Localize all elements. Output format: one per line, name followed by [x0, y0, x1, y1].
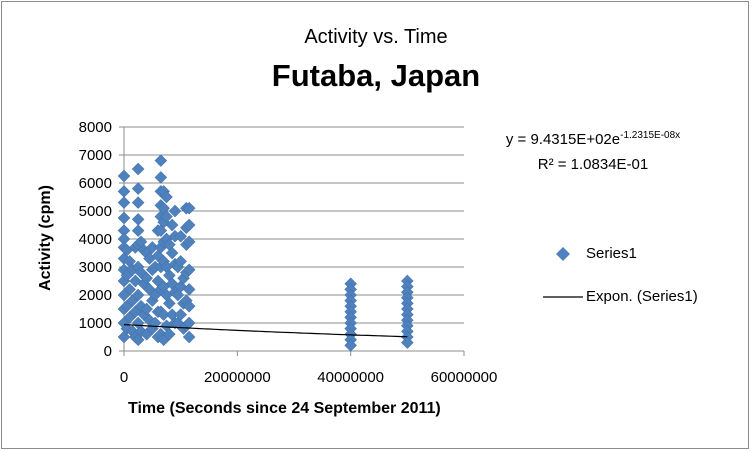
x-axis-label: Time (Seconds since 24 September 2011) — [128, 400, 441, 417]
x-tick-label: 60000000 — [431, 369, 498, 386]
data-point — [160, 190, 173, 204]
equation-base: y = 9.4315E+02e — [505, 131, 621, 148]
y-tick-label: 3000 — [79, 259, 112, 276]
data-point — [117, 211, 131, 225]
data-point — [400, 336, 414, 349]
y-tick-label: 4000 — [79, 231, 112, 248]
data-point — [182, 316, 196, 330]
data-point — [131, 162, 145, 176]
data-point — [160, 210, 173, 223]
data-point — [182, 218, 196, 232]
data-point — [117, 185, 131, 198]
y-tick-label: 6000 — [79, 175, 112, 192]
data-point — [123, 283, 137, 296]
data-point — [182, 330, 196, 344]
x-tick-label: 20000000 — [204, 369, 271, 386]
data-point — [174, 229, 188, 243]
data-point — [182, 299, 196, 313]
legend-trendline-label: Expon. (Series1) — [586, 288, 698, 305]
y-tick-label: 5000 — [79, 203, 112, 220]
data-point — [140, 271, 154, 285]
data-point — [174, 280, 188, 293]
data-point — [154, 171, 168, 184]
data-point — [131, 288, 145, 302]
data-point — [162, 297, 176, 310]
data-point — [131, 333, 145, 347]
data-point — [140, 302, 154, 316]
data-point — [162, 327, 176, 341]
chart-subtitle: Futaba, Japan — [271, 58, 481, 93]
y-tick-label: 1000 — [79, 315, 112, 332]
data-point — [165, 246, 179, 260]
data-point — [131, 182, 145, 195]
data-point — [182, 283, 196, 296]
r-squared-text: R² = 1.0834E-01 — [537, 156, 649, 173]
legend-diamond-icon — [556, 247, 570, 261]
data-point — [182, 235, 196, 249]
y-tick-label: 8000 — [79, 119, 112, 136]
y-tick-label: 7000 — [79, 147, 112, 164]
data-point — [168, 204, 182, 218]
data-point — [157, 308, 171, 321]
trendline — [123, 324, 408, 338]
data-point — [344, 339, 358, 352]
data-point — [165, 218, 179, 232]
data-point — [131, 196, 145, 209]
data-point — [131, 224, 145, 237]
equation-exponent: -1.2315E-08x — [620, 130, 681, 141]
y-tick-label: 2000 — [79, 287, 112, 304]
series1-points — [117, 154, 414, 352]
data-point — [182, 201, 196, 215]
data-point — [117, 196, 131, 209]
data-point — [182, 263, 196, 277]
equation-line: y = 9.4315E+02e-1.2315E-08x — [488, 123, 698, 152]
legend-series1-label: Series1 — [586, 245, 637, 262]
chart-title: Activity vs. Time — [304, 26, 448, 48]
trendline-equation: y = 9.4315E+02e-1.2315E-08x R² = 1.0834E… — [488, 123, 698, 177]
data-point — [174, 308, 188, 321]
data-point — [117, 169, 131, 183]
x-tick-label: 0 — [120, 369, 128, 386]
y-axis-label: Activity (cpm) — [37, 185, 54, 291]
data-point — [131, 213, 145, 226]
y-tick-label: 0 — [104, 343, 112, 360]
data-point — [154, 154, 168, 167]
data-point — [145, 241, 159, 254]
x-tick-label: 40000000 — [317, 369, 384, 386]
data-point — [174, 255, 188, 268]
legend-symbols — [543, 247, 583, 298]
